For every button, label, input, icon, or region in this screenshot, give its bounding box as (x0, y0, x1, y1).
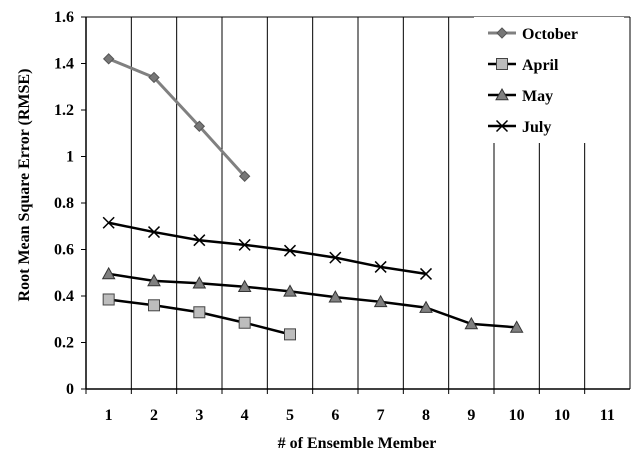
data-point (284, 328, 296, 341)
x-tick-label: 10 (554, 407, 570, 424)
data-point (102, 53, 115, 65)
data-point (328, 290, 343, 303)
data-point (193, 120, 206, 132)
y-tick-label: 1.4 (54, 56, 74, 73)
legend-label: April (522, 57, 559, 74)
x-tick-label: 7 (377, 407, 385, 424)
x-tick-label: 1 (105, 407, 113, 424)
y-tick-label: 0.2 (54, 335, 74, 352)
x-marker-stroke (193, 234, 206, 247)
x-marker-stroke (102, 216, 115, 229)
data-point (193, 306, 206, 319)
y-tick-label: 0 (66, 381, 74, 398)
x-marker-stroke (374, 260, 387, 273)
data-point (238, 316, 251, 329)
series-line (108, 57, 246, 178)
data-point (102, 216, 115, 229)
series-line (108, 221, 427, 276)
x-marker-stroke (495, 119, 509, 133)
data-point (148, 71, 160, 84)
data-point (238, 170, 251, 182)
data-point (374, 260, 387, 273)
legend-swatch-marker (496, 58, 508, 70)
data-point (147, 273, 161, 287)
legend-label: May (522, 88, 553, 105)
data-point (148, 299, 160, 312)
x-tick-label: 2 (150, 407, 158, 424)
tick-labels: 0 0.2 0.4 0.6 0.8 1 1.2 1.4 1.6 1 2 3 4 5 6 7 8 9 10 10 11 (54, 9, 615, 424)
legend-swatch-marker (496, 27, 508, 39)
data-point (329, 251, 342, 264)
legend-entry: May (488, 87, 553, 105)
data-point (419, 267, 433, 280)
x-marker-stroke (283, 244, 297, 257)
data-point (193, 234, 206, 247)
data-point (464, 316, 479, 330)
data-point (509, 320, 524, 333)
data-point (102, 293, 115, 306)
series-april (102, 293, 296, 341)
y-tick-label: 1.2 (54, 102, 74, 119)
y-tick-label: 0.6 (54, 242, 74, 259)
x-marker-stroke (419, 267, 433, 280)
x-tick-label: 3 (195, 407, 203, 424)
legend-swatch-marker (495, 87, 509, 101)
legend-label: October (522, 26, 578, 43)
data-point (101, 266, 116, 280)
data-point (419, 300, 433, 313)
legend-swatch-marker (495, 119, 509, 133)
data-point (283, 244, 297, 257)
data-point (192, 276, 207, 289)
x-tick-label: 10 (509, 407, 525, 424)
series (101, 53, 524, 341)
x-marker-stroke (147, 226, 161, 239)
x-tick-label: 8 (422, 407, 430, 424)
x-marker-stroke (329, 251, 342, 264)
y-tick-label: 1.6 (54, 9, 74, 26)
y-tick-label: 0.4 (54, 288, 74, 305)
y-tick-label: 0.8 (54, 195, 74, 212)
series-july (102, 216, 433, 280)
legend-label: July (522, 119, 551, 136)
x-tick-label: 4 (241, 407, 249, 424)
axes (81, 16, 630, 394)
legend-entry: April (488, 57, 559, 74)
series-may (101, 266, 524, 333)
legend: October April May July (474, 17, 624, 143)
y-axis-title: Root Mean Square Error (RMSE) (16, 69, 33, 302)
x-axis-title: # of Ensemble Member (278, 435, 437, 452)
legend-entry: October (488, 26, 578, 43)
data-point (283, 284, 297, 297)
x-tick-label: 9 (467, 407, 475, 424)
x-tick-label: 5 (286, 407, 294, 424)
data-point (147, 226, 161, 239)
data-point (237, 279, 252, 292)
legend-entry: July (488, 119, 551, 136)
series-line (108, 272, 517, 329)
y-tick-label: 1 (66, 149, 74, 166)
x-tick-label: 11 (600, 407, 615, 424)
x-marker-stroke (238, 238, 251, 251)
data-point (373, 294, 388, 308)
series-october (102, 53, 251, 182)
data-point (238, 238, 251, 251)
x-tick-label: 6 (331, 407, 339, 424)
